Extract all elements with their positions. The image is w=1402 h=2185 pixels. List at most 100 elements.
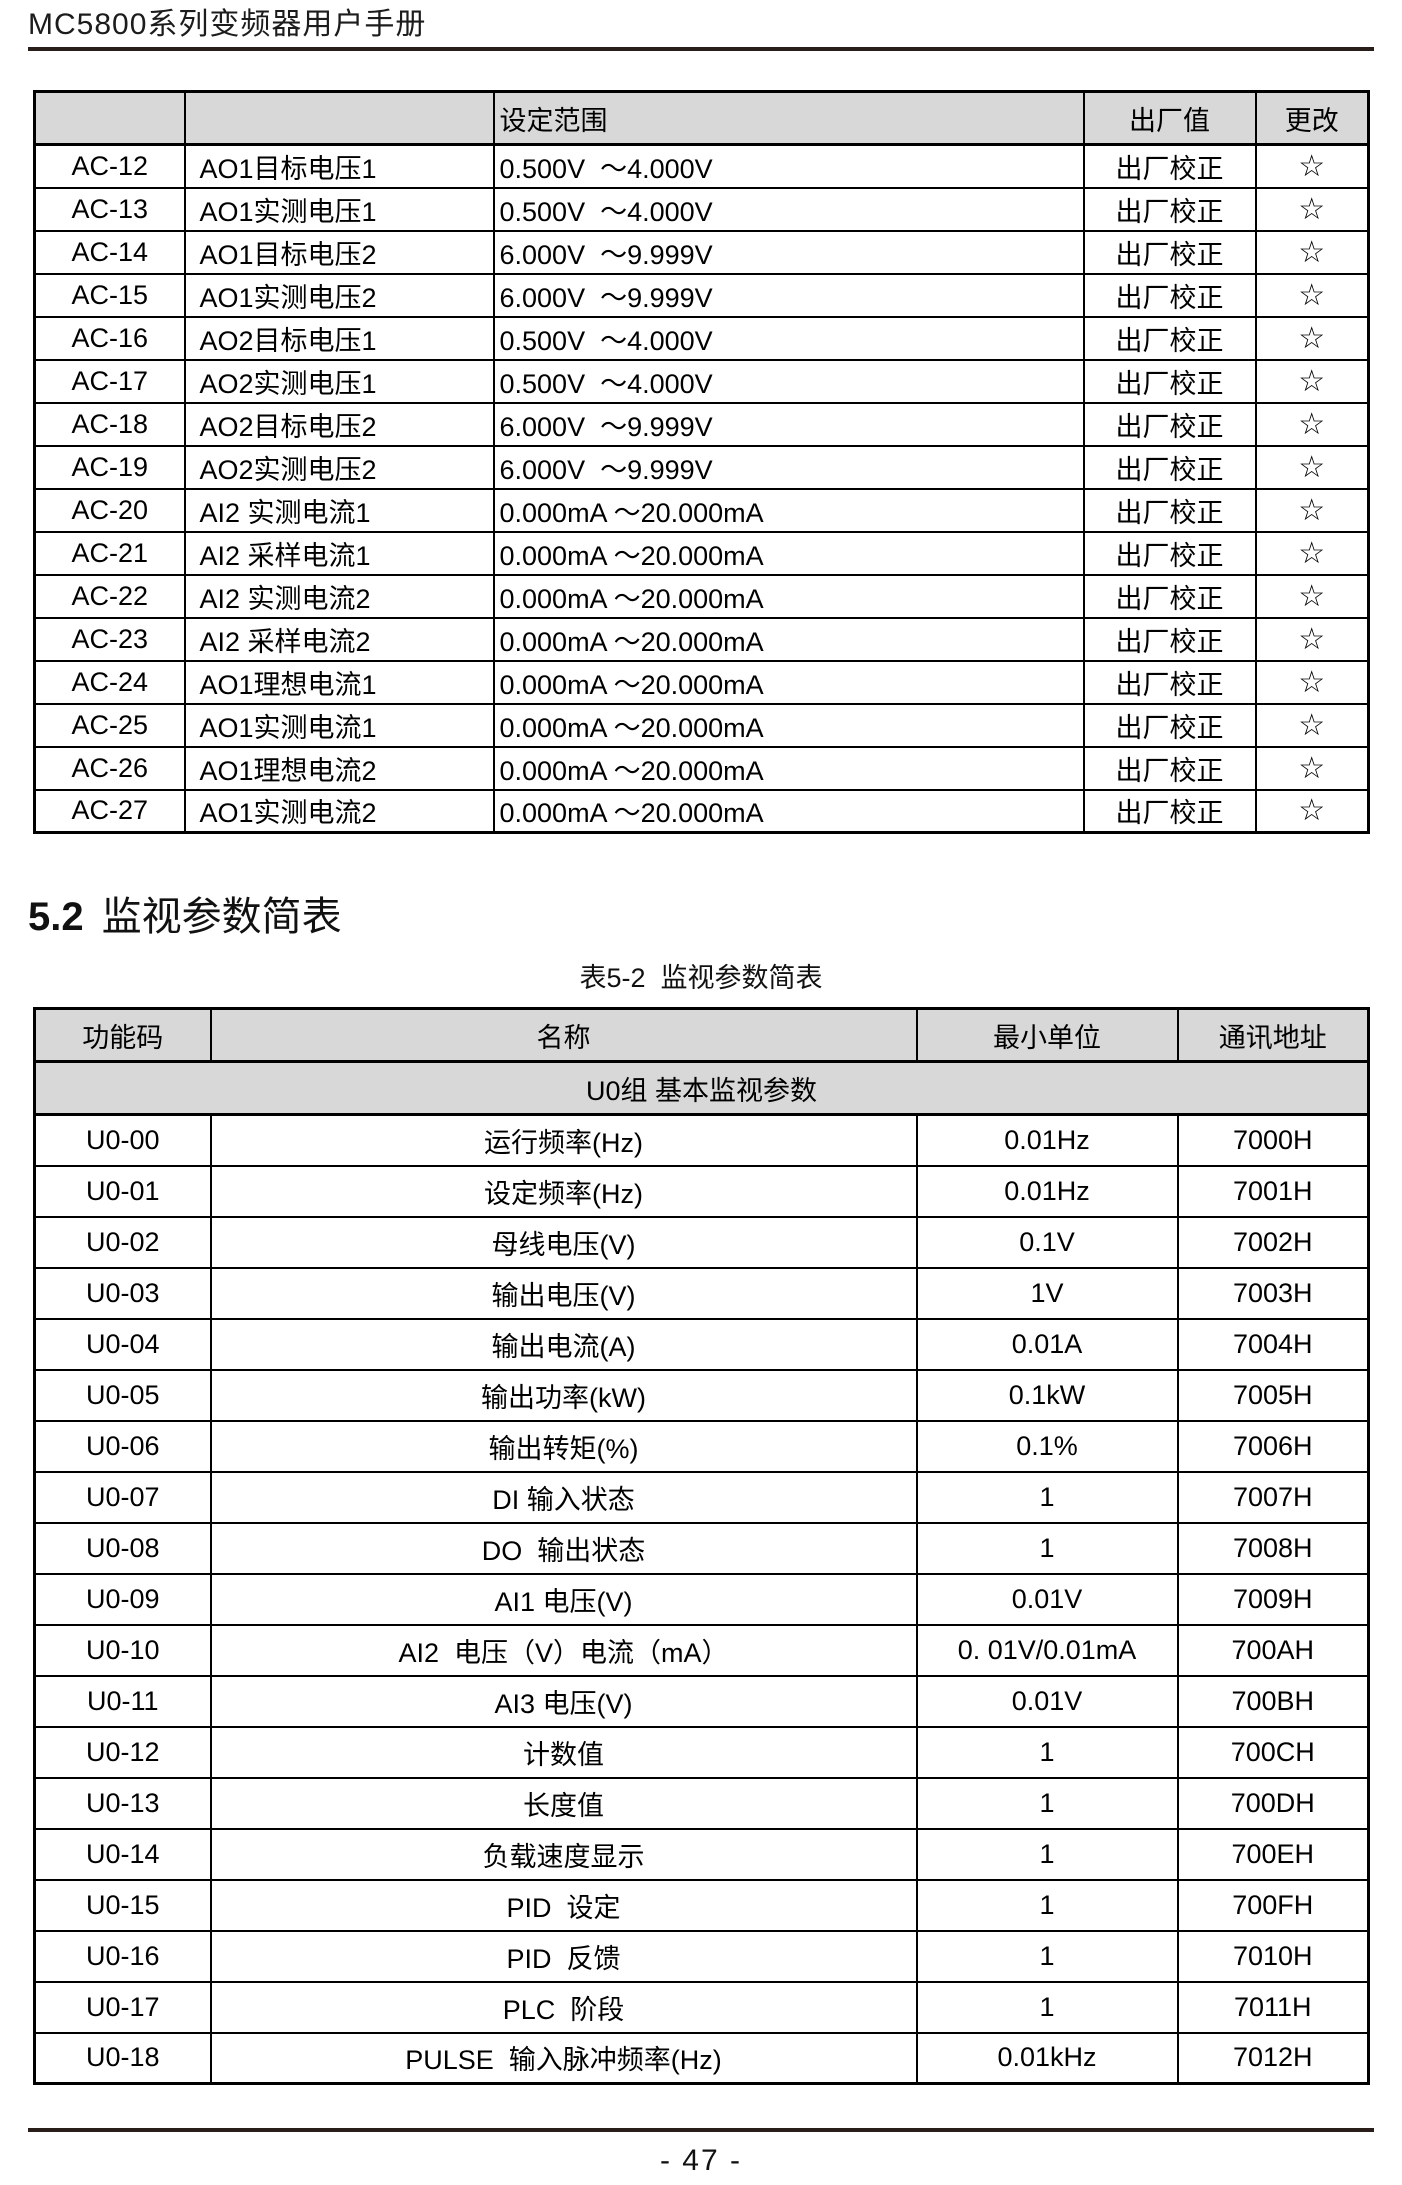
cell-addr: 7004H xyxy=(1176,1317,1370,1371)
cell-factory: 出厂校正 xyxy=(1082,745,1257,791)
table-row: AC-26 AO1理想电流2 0.000mA ～20.000mA 出厂校正 ☆ xyxy=(33,745,1370,791)
cell-name: PLC 阶段 xyxy=(209,1980,918,2034)
cell-change: ☆ xyxy=(1254,315,1370,361)
cell-name: AO1目标电压2 xyxy=(183,229,495,275)
cell-range: 0.000mA ～20.000mA xyxy=(492,659,1085,705)
section-number: 5.2 xyxy=(28,895,84,939)
cell-name: AO1实测电流2 xyxy=(183,788,495,834)
cell-unit: 1 xyxy=(915,1980,1179,2034)
cell-name: AO2实测电压1 xyxy=(183,358,495,404)
cell-range: 6.000V ～9.999V xyxy=(492,401,1085,447)
cell-code: U0-03 xyxy=(33,1266,212,1320)
table-row: AC-22 AI2 实测电流2 0.000mA ～20.000mA 出厂校正 ☆ xyxy=(33,573,1370,619)
cell-addr: 7003H xyxy=(1176,1266,1370,1320)
cell-name: AO1目标电压1 xyxy=(183,143,495,189)
cell-unit: 0.1% xyxy=(915,1419,1179,1473)
cell-factory: 出厂校正 xyxy=(1082,702,1257,748)
cell-code: U0-17 xyxy=(33,1980,212,2034)
table-row: U0-05 输出功率(kW) 0.1kW 7005H xyxy=(33,1368,1370,1422)
cell-name: PID 反馈 xyxy=(209,1929,918,1983)
cell-code: U0-01 xyxy=(33,1164,212,1218)
cell-name: 输出电压(V) xyxy=(209,1266,918,1320)
table-row: AC-25 AO1实测电流1 0.000mA ～20.000mA 出厂校正 ☆ xyxy=(33,702,1370,748)
cell-code: U0-04 xyxy=(33,1317,212,1371)
table-row: U0-15 PID 设定 1 700FH xyxy=(33,1878,1370,1932)
cell-name: AI2 电压（V）电流（mA） xyxy=(209,1623,918,1677)
cell-name: 输出电流(A) xyxy=(209,1317,918,1371)
cell-name: AO1理想电流1 xyxy=(183,659,495,705)
cell-name: DO 输出状态 xyxy=(209,1521,918,1575)
document-title: MC5800系列变频器用户手册 xyxy=(28,8,427,41)
section-heading: 5.2 监视参数简表 xyxy=(28,894,1402,940)
cell-change: ☆ xyxy=(1254,616,1370,662)
cell-name: AO2目标电压2 xyxy=(183,401,495,447)
table-row: AC-17 AO2实测电压1 0.500V ～4.000V 出厂校正 ☆ xyxy=(33,358,1370,404)
cell-code: AC-12 xyxy=(33,143,186,189)
cell-code: U0-10 xyxy=(33,1623,212,1677)
cell-unit: 1 xyxy=(915,1776,1179,1830)
cell-code: U0-02 xyxy=(33,1215,212,1269)
cell-name: 输出转矩(%) xyxy=(209,1419,918,1473)
ac-table-body: AC-12 AO1目标电压1 0.500V ～4.000V 出厂校正 ☆ AC-13 AO1… xyxy=(33,143,1370,834)
cell-unit: 1 xyxy=(915,1521,1179,1575)
cell-change: ☆ xyxy=(1254,444,1370,490)
table-row: AC-20 AI2 实测电流1 0.000mA ～20.000mA 出厂校正 ☆ xyxy=(33,487,1370,533)
table-row: AC-21 AI2 采样电流1 0.000mA ～20.000mA 出厂校正 ☆ xyxy=(33,530,1370,576)
table-row: U0-02 母线电压(V) 0.1V 7002H xyxy=(33,1215,1370,1269)
cell-factory: 出厂校正 xyxy=(1082,530,1257,576)
cell-code: U0-16 xyxy=(33,1929,212,1983)
cell-addr: 7011H xyxy=(1176,1980,1370,2034)
cell-name: 运行频率(Hz) xyxy=(209,1113,918,1167)
cell-addr: 700EH xyxy=(1176,1827,1370,1881)
cell-change: ☆ xyxy=(1254,487,1370,533)
cell-code: U0-11 xyxy=(33,1674,212,1728)
cell-factory: 出厂校正 xyxy=(1082,315,1257,361)
header-comm-address: 通讯地址 xyxy=(1176,1007,1370,1063)
cell-unit: 0.1V xyxy=(915,1215,1179,1269)
table-row: U0-00 运行频率(Hz) 0.01Hz 7000H xyxy=(33,1113,1370,1167)
table-row: U0-13 长度值 1 700DH xyxy=(33,1776,1370,1830)
cell-code: AC-19 xyxy=(33,444,186,490)
table-row: U0-07 DI 输入状态 1 7007H xyxy=(33,1470,1370,1524)
cell-addr: 7005H xyxy=(1176,1368,1370,1422)
section-title: 监视参数简表 xyxy=(101,895,342,939)
table-row: AC-24 AO1理想电流1 0.000mA ～20.000mA 出厂校正 ☆ xyxy=(33,659,1370,705)
cell-name: AI3 电压(V) xyxy=(209,1674,918,1728)
cell-code: AC-18 xyxy=(33,401,186,447)
table-row: U0-11 AI3 电压(V) 0.01V 700BH xyxy=(33,1674,1370,1728)
cell-code: AC-24 xyxy=(33,659,186,705)
cell-range: 6.000V ～9.999V xyxy=(492,444,1085,490)
table-row: U0-14 负载速度显示 1 700EH xyxy=(33,1827,1370,1881)
cell-name: AI2 采样电流2 xyxy=(183,616,495,662)
cell-code: U0-15 xyxy=(33,1878,212,1932)
cell-addr: 700CH xyxy=(1176,1725,1370,1779)
header-name: 名称 xyxy=(209,1007,918,1063)
cell-unit: 1 xyxy=(915,1827,1179,1881)
cell-unit: 1 xyxy=(915,1470,1179,1524)
table-row: U0-16 PID 反馈 1 7010H xyxy=(33,1929,1370,1983)
cell-name: PULSE 输入脉冲频率(Hz) xyxy=(209,2031,918,2085)
cell-name: 计数值 xyxy=(209,1725,918,1779)
cell-unit: 0.1kW xyxy=(915,1368,1179,1422)
table-row: AC-18 AO2目标电压2 6.000V ～9.999V 出厂校正 ☆ xyxy=(33,401,1370,447)
cell-range: 0.000mA ～20.000mA xyxy=(492,702,1085,748)
header-min-unit: 最小单位 xyxy=(915,1007,1179,1063)
header-code-empty xyxy=(33,90,186,146)
table-row: U0-01 设定频率(Hz) 0.01Hz 7001H xyxy=(33,1164,1370,1218)
cell-unit: 0.01Hz xyxy=(915,1113,1179,1167)
cell-name: AO1理想电流2 xyxy=(183,745,495,791)
cell-addr: 7006H xyxy=(1176,1419,1370,1473)
table-row: U0-04 输出电流(A) 0.01A 7004H xyxy=(33,1317,1370,1371)
cell-code: U0-06 xyxy=(33,1419,212,1473)
table-row: AC-15 AO1实测电压2 6.000V ～9.999V 出厂校正 ☆ xyxy=(33,272,1370,318)
cell-range: 0.500V ～4.000V xyxy=(492,315,1085,361)
cell-name: AO2实测电压2 xyxy=(183,444,495,490)
ac-parameter-table: 设定范围 出厂值 更改 AC-12 AO1目标电压1 0.500V ～4.000V 出… xyxy=(33,90,1370,834)
cell-range: 0.000mA ～20.000mA xyxy=(492,788,1085,834)
cell-code: AC-27 xyxy=(33,788,186,834)
header-factory-value: 出厂值 xyxy=(1082,90,1257,146)
table-caption: 表5-2 监视参数简表 xyxy=(579,963,823,993)
cell-addr: 7010H xyxy=(1176,1929,1370,1983)
cell-unit: 1V xyxy=(915,1266,1179,1320)
